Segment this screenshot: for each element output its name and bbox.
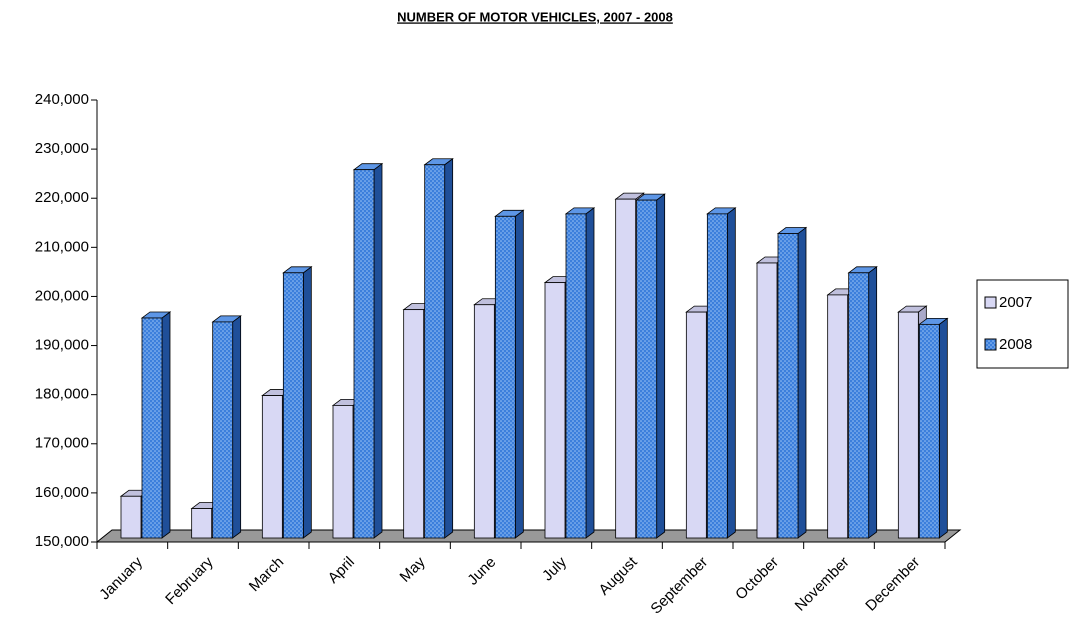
bar bbox=[424, 164, 446, 539]
legend bbox=[976, 279, 1069, 369]
y-tick-label: 230,000 bbox=[35, 140, 89, 157]
x-tick-label: August bbox=[596, 553, 642, 599]
x-tick-label: October bbox=[732, 554, 782, 604]
bar-side bbox=[232, 315, 242, 539]
bar bbox=[403, 309, 425, 539]
bar-side bbox=[585, 207, 595, 539]
bar bbox=[141, 317, 163, 539]
legend-label: 2007 bbox=[999, 294, 1032, 311]
x-tick-label: March bbox=[246, 554, 287, 595]
x-tick-label: June bbox=[464, 554, 499, 589]
bar bbox=[191, 508, 213, 539]
bar-side bbox=[797, 226, 807, 539]
bar bbox=[544, 282, 566, 539]
bar-side bbox=[656, 193, 666, 539]
y-tick-label: 190,000 bbox=[35, 337, 89, 354]
bar-side bbox=[444, 157, 454, 539]
y-tick-label: 150,000 bbox=[35, 533, 89, 550]
bar-side bbox=[868, 265, 878, 539]
y-tick-label: 170,000 bbox=[35, 435, 89, 452]
chart-title: NUMBER OF MOTOR VEHICLES, 2007 - 2008 bbox=[397, 9, 673, 24]
bar-side bbox=[302, 265, 312, 539]
bar bbox=[353, 169, 375, 539]
bar bbox=[685, 311, 707, 539]
legend-label: 2008 bbox=[999, 336, 1032, 353]
bar bbox=[120, 495, 142, 539]
bar bbox=[756, 262, 778, 539]
bar bbox=[918, 323, 940, 539]
bar bbox=[261, 395, 283, 539]
x-tick-label: December bbox=[862, 554, 923, 615]
bar bbox=[282, 272, 304, 539]
x-tick-label: February bbox=[162, 553, 217, 608]
bar bbox=[636, 199, 658, 539]
x-tick-label: September bbox=[647, 554, 711, 618]
x-tick-label: July bbox=[539, 553, 570, 584]
bar-side bbox=[514, 209, 524, 539]
legend-swatch bbox=[984, 338, 997, 351]
x-tick-label: November bbox=[792, 554, 853, 615]
bar bbox=[212, 321, 234, 539]
bar bbox=[494, 215, 516, 539]
bar-side bbox=[726, 207, 736, 539]
x-tick-label: January bbox=[96, 553, 146, 603]
bar bbox=[897, 311, 919, 539]
y-tick-label: 200,000 bbox=[35, 287, 89, 304]
bar bbox=[565, 213, 587, 539]
y-tick-label: 220,000 bbox=[35, 189, 89, 206]
bar bbox=[332, 404, 354, 539]
y-tick-label: 180,000 bbox=[35, 386, 89, 403]
bar bbox=[473, 304, 495, 539]
x-tick-label: April bbox=[325, 554, 358, 587]
y-tick-label: 160,000 bbox=[35, 484, 89, 501]
y-tick-label: 240,000 bbox=[35, 91, 89, 108]
bar-side bbox=[373, 162, 383, 539]
bar bbox=[827, 294, 849, 539]
bar bbox=[777, 233, 799, 539]
bar bbox=[706, 213, 728, 539]
y-tick-label: 210,000 bbox=[35, 238, 89, 255]
bar bbox=[848, 272, 870, 539]
bar-side bbox=[938, 317, 948, 539]
legend-swatch bbox=[984, 296, 997, 309]
bar-side bbox=[161, 311, 171, 539]
x-tick-label: May bbox=[397, 553, 429, 585]
bar bbox=[615, 198, 637, 539]
